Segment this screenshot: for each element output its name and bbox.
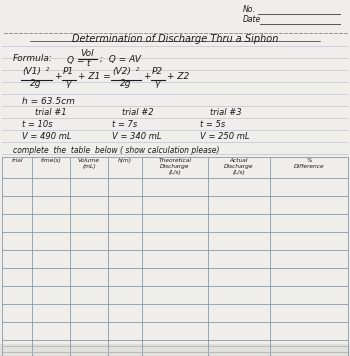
- Text: t: t: [86, 59, 90, 68]
- Text: (V1): (V1): [22, 67, 41, 76]
- Text: trial #3: trial #3: [210, 108, 242, 117]
- Text: V = 250 mL: V = 250 mL: [200, 132, 250, 141]
- Text: γ: γ: [154, 79, 159, 88]
- Text: (V2): (V2): [112, 67, 131, 76]
- Text: +: +: [54, 72, 62, 81]
- Text: Determination of Discharge Thru a Siphon: Determination of Discharge Thru a Siphon: [72, 34, 278, 44]
- Text: P2: P2: [152, 67, 163, 76]
- Text: + Z2: + Z2: [167, 72, 189, 81]
- Text: Actual
Discharge
(L/s): Actual Discharge (L/s): [224, 158, 254, 176]
- Text: Date: Date: [243, 15, 261, 24]
- Text: trial #1: trial #1: [35, 108, 66, 117]
- Text: Q =: Q =: [67, 56, 84, 65]
- Text: 2: 2: [46, 67, 49, 72]
- Text: trial: trial: [11, 158, 23, 163]
- Text: h(m): h(m): [118, 158, 132, 163]
- Text: %
Difference: % Difference: [294, 158, 324, 169]
- Text: t = 5s: t = 5s: [200, 120, 225, 129]
- Text: Vol: Vol: [80, 49, 94, 58]
- Text: h = 63.5cm: h = 63.5cm: [22, 97, 75, 106]
- Text: complete  the  table  below ( show calculation please): complete the table below ( show calculat…: [13, 146, 219, 155]
- Text: 2: 2: [136, 67, 140, 72]
- Text: ;  Q = AV: ; Q = AV: [100, 55, 141, 64]
- Text: No.: No.: [243, 5, 256, 14]
- Text: γ: γ: [65, 79, 70, 88]
- Text: V = 490 mL: V = 490 mL: [22, 132, 71, 141]
- Text: time(s): time(s): [41, 158, 61, 163]
- Text: trial #2: trial #2: [122, 108, 154, 117]
- Text: + Z1 =: + Z1 =: [78, 72, 111, 81]
- Text: t = 7s: t = 7s: [112, 120, 137, 129]
- Text: 2g: 2g: [120, 79, 132, 88]
- Text: V = 340 mL: V = 340 mL: [112, 132, 161, 141]
- Text: Theoretical
Discharge
(L/s): Theoretical Discharge (L/s): [159, 158, 191, 176]
- Text: Formula:: Formula:: [13, 54, 53, 63]
- Text: P1: P1: [63, 67, 74, 76]
- Text: 2g: 2g: [30, 79, 42, 88]
- Text: Volume
(mL): Volume (mL): [78, 158, 100, 169]
- Text: +: +: [143, 72, 150, 81]
- Text: t = 10s: t = 10s: [22, 120, 52, 129]
